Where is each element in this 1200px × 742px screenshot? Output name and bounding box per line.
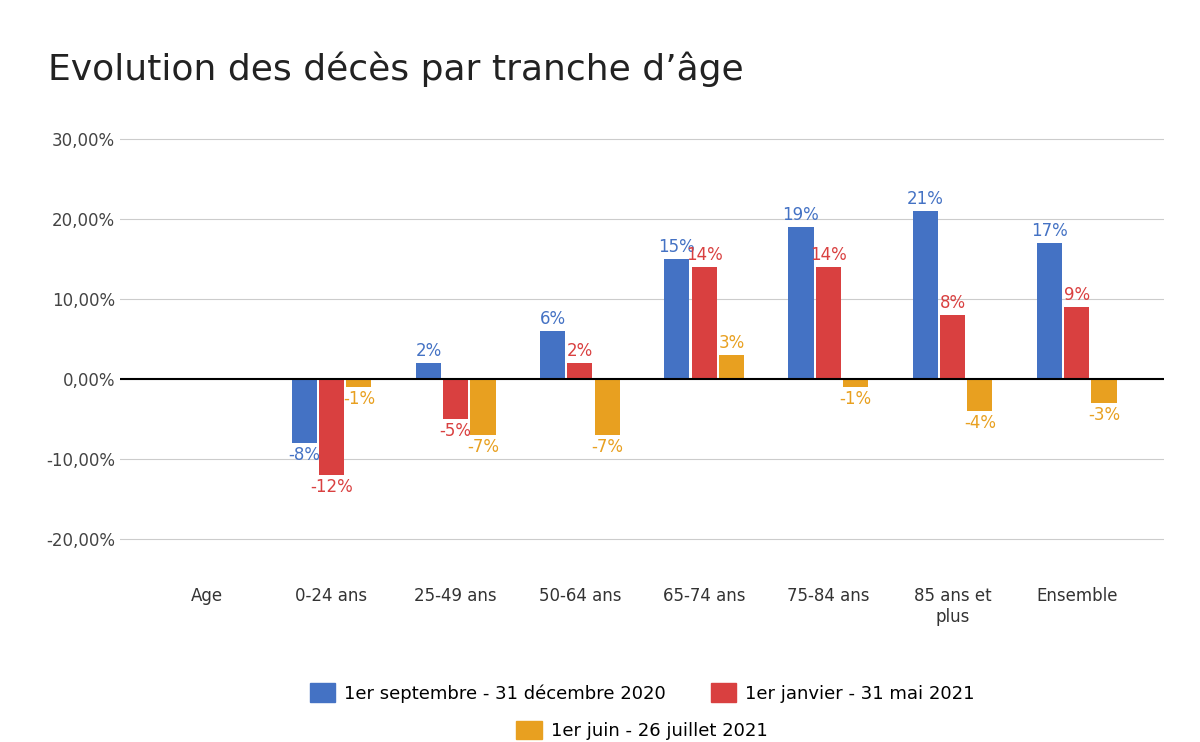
Text: -4%: -4% [964, 414, 996, 432]
Bar [595, 379, 619, 435]
Bar [665, 259, 689, 379]
Text: 19%: 19% [782, 206, 820, 224]
Bar [940, 315, 965, 379]
Text: 17%: 17% [1031, 222, 1068, 240]
Text: -5%: -5% [439, 422, 472, 440]
Legend: 1er juin - 26 juillet 2021: 1er juin - 26 juillet 2021 [509, 714, 775, 742]
Text: -7%: -7% [592, 438, 623, 456]
Bar [568, 363, 593, 379]
Bar [1092, 379, 1116, 403]
Text: 9%: 9% [1063, 286, 1090, 304]
Bar [844, 379, 868, 387]
Text: 3%: 3% [719, 334, 744, 352]
Text: 8%: 8% [940, 294, 966, 312]
Bar [912, 211, 937, 379]
Text: 15%: 15% [659, 238, 695, 256]
Bar [719, 355, 744, 379]
Text: 14%: 14% [685, 246, 722, 264]
Bar [416, 363, 440, 379]
Bar [1064, 307, 1090, 379]
Bar [347, 379, 372, 387]
Text: 2%: 2% [566, 342, 593, 360]
Bar [540, 331, 565, 379]
Text: 2%: 2% [415, 342, 442, 360]
Text: -1%: -1% [840, 390, 871, 408]
Text: Evolution des décès par tranche d’âge: Evolution des décès par tranche d’âge [48, 52, 744, 88]
Text: -1%: -1% [343, 390, 374, 408]
Bar [443, 379, 468, 419]
Bar [788, 227, 814, 379]
Text: 21%: 21% [907, 190, 943, 208]
Bar [292, 379, 317, 443]
Bar [1037, 243, 1062, 379]
Bar [967, 379, 992, 411]
Bar [319, 379, 344, 475]
Text: 6%: 6% [540, 310, 565, 328]
Bar [816, 267, 841, 379]
Text: -7%: -7% [467, 438, 499, 456]
Text: 14%: 14% [810, 246, 847, 264]
Text: -12%: -12% [310, 478, 353, 496]
Text: -8%: -8% [288, 446, 320, 464]
Bar [470, 379, 496, 435]
Bar [691, 267, 716, 379]
Text: -3%: -3% [1088, 406, 1120, 424]
